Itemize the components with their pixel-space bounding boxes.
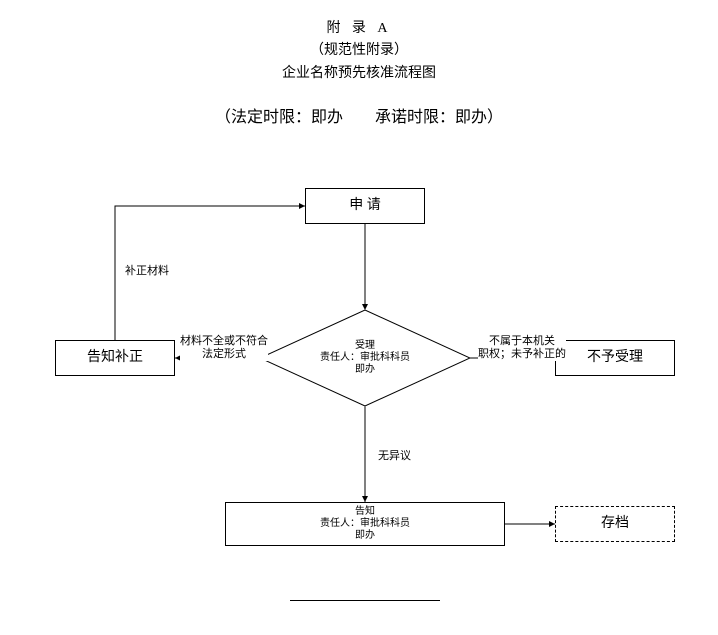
node-reject: 不予受理 (555, 340, 675, 376)
node-correct: 告知补正 (55, 340, 175, 376)
notify-responsible: 责任人：审批科科员 (320, 518, 410, 530)
node-apply-label: 申 请 (349, 197, 381, 215)
node-apply: 申 请 (305, 188, 425, 224)
node-correct-label: 告知补正 (87, 349, 143, 367)
node-notify: 告知 责任人：审批科科员 即办 (225, 502, 505, 546)
node-archive-label: 存档 (601, 515, 629, 533)
node-reject-label: 不予受理 (587, 349, 643, 367)
label-supplement: 补正材料 (125, 265, 169, 278)
accept-responsible: 责任人：审批科科员 (320, 352, 410, 364)
label-incomplete: 材料不全或不符合 法定形式 (180, 335, 268, 361)
notify-timing: 即办 (355, 530, 375, 542)
label-not-jurisdiction: 不属于本机关 职权；未予补正的 (478, 335, 566, 361)
accept-title: 受理 (355, 340, 375, 352)
notify-title: 告知 (355, 506, 375, 518)
accept-timing: 即办 (355, 364, 375, 376)
flowchart-canvas: 申 请 告知补正 不予受理 受理 责任人：审批科科员 即办 告知 责任人：审批科… (0, 0, 718, 635)
footer-rule (290, 600, 440, 601)
label-no-objection: 无异议 (378, 450, 411, 463)
node-archive: 存档 (555, 506, 675, 542)
node-accept-decision: 受理 责任人：审批科科员 即办 (260, 310, 470, 406)
